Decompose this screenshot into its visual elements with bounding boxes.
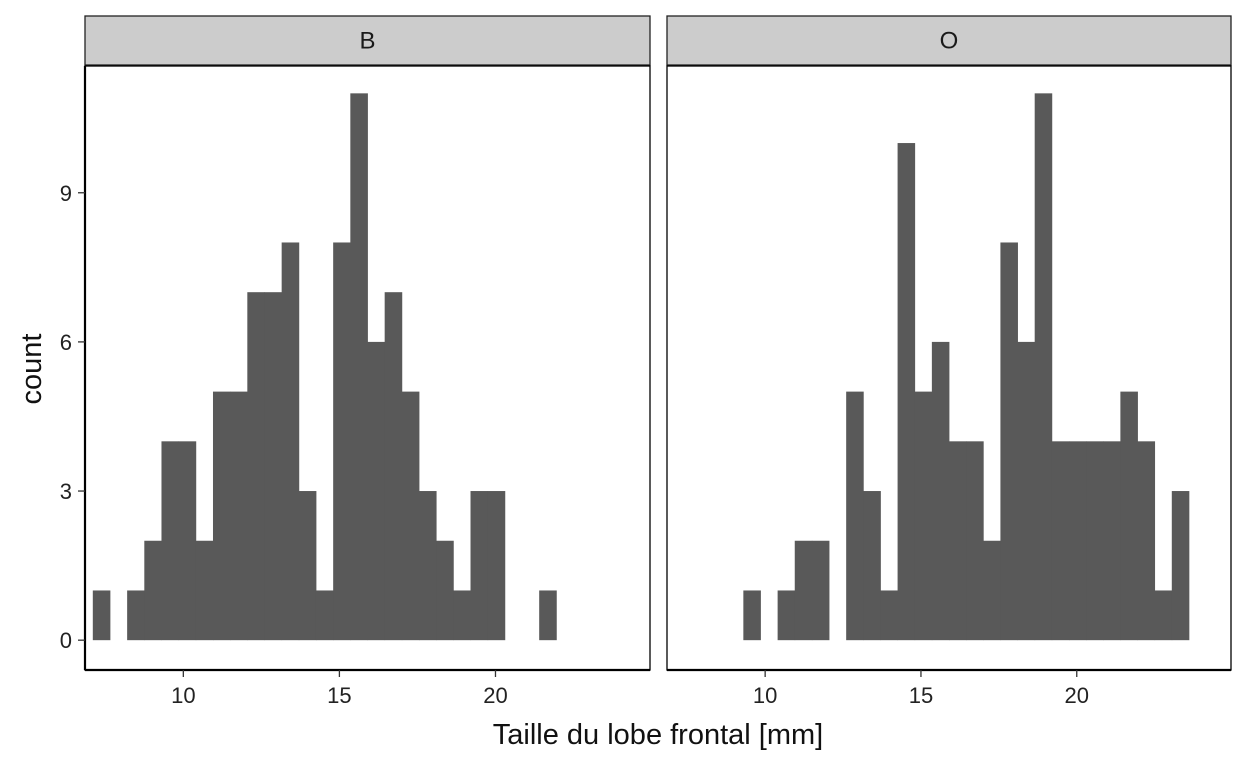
histogram-bar <box>1068 441 1087 641</box>
histogram-bar <box>949 441 967 641</box>
x-axes: 10 15 20 10 15 20 <box>85 668 1231 708</box>
histogram-bar <box>1154 590 1173 641</box>
x-tick-label: 10 <box>171 683 195 708</box>
histogram-bar <box>127 590 145 641</box>
histogram-bar <box>1137 441 1156 641</box>
histogram-bar <box>333 242 351 641</box>
histogram-bar <box>1120 391 1138 641</box>
x-tick-label: 15 <box>327 683 351 708</box>
facet-strip <box>666 15 1232 66</box>
histogram-bar <box>1034 93 1053 641</box>
histogram-bar <box>212 391 231 641</box>
histogram-bar <box>794 540 813 641</box>
histogram-bar <box>1051 441 1070 641</box>
histogram-bar <box>247 292 265 641</box>
histogram-bar <box>419 491 437 641</box>
histogram-bar <box>436 540 454 641</box>
histogram-bar <box>384 292 403 641</box>
x-tick-label: 20 <box>1065 683 1089 708</box>
histogram-bar <box>1086 441 1104 641</box>
histogram-bar <box>281 242 300 641</box>
histogram-bar <box>983 540 1001 641</box>
histogram-bar <box>811 540 830 641</box>
histogram-bar <box>298 491 317 641</box>
y-tick-label: 9 <box>60 181 72 206</box>
histogram-bar <box>743 590 761 641</box>
histogram-bar <box>367 341 386 641</box>
histogram-bars <box>743 93 1190 641</box>
x-axis-title: Taille du lobe frontal [mm] <box>493 719 823 751</box>
histogram-bar <box>350 93 368 641</box>
histogram-bar <box>1017 341 1036 641</box>
histogram-bar <box>846 391 864 641</box>
histogram-bar <box>966 441 984 641</box>
x-axis-b: 10 15 20 <box>85 668 650 708</box>
x-tick-label: 15 <box>909 683 933 708</box>
facet-strip <box>84 15 651 66</box>
facet-panel-b: B <box>84 15 651 671</box>
histogram-bar <box>880 590 898 641</box>
facet-strip-label: B <box>359 28 375 55</box>
facet-panel-o: O <box>666 15 1232 671</box>
histogram-bar <box>195 540 214 641</box>
histogram-bar <box>539 590 557 641</box>
histogram-bar <box>777 590 796 641</box>
facet-strip-label: O <box>940 28 959 55</box>
histogram-bar <box>931 341 950 641</box>
histogram-bar <box>401 391 420 641</box>
histogram-bar <box>1171 491 1190 641</box>
y-tick-label: 0 <box>60 628 72 653</box>
y-tick-label: 3 <box>60 479 72 504</box>
y-axis: 0 3 6 9 <box>60 66 87 670</box>
histogram-bar <box>92 590 111 641</box>
histogram-bar <box>178 441 197 641</box>
x-axis-o: 10 15 20 <box>667 668 1231 708</box>
histogram-bar <box>264 292 283 641</box>
y-tick-label: 6 <box>60 330 72 355</box>
histogram-bar <box>453 590 471 641</box>
histogram-bar <box>161 441 180 641</box>
histogram-bar <box>470 491 489 641</box>
x-tick-label: 10 <box>753 683 777 708</box>
y-axis-title: count <box>16 334 48 405</box>
histogram-bar <box>315 590 334 641</box>
histogram-bar <box>1103 441 1121 641</box>
histogram-bar <box>914 391 933 641</box>
histogram-bar <box>1000 242 1018 641</box>
histogram-bar <box>144 540 162 641</box>
histogram-bar <box>230 391 248 641</box>
x-tick-label: 20 <box>483 683 507 708</box>
histogram-bar <box>897 143 916 641</box>
histogram-bar <box>487 491 506 641</box>
histogram-bar <box>863 491 881 641</box>
histogram-bars <box>92 93 557 641</box>
